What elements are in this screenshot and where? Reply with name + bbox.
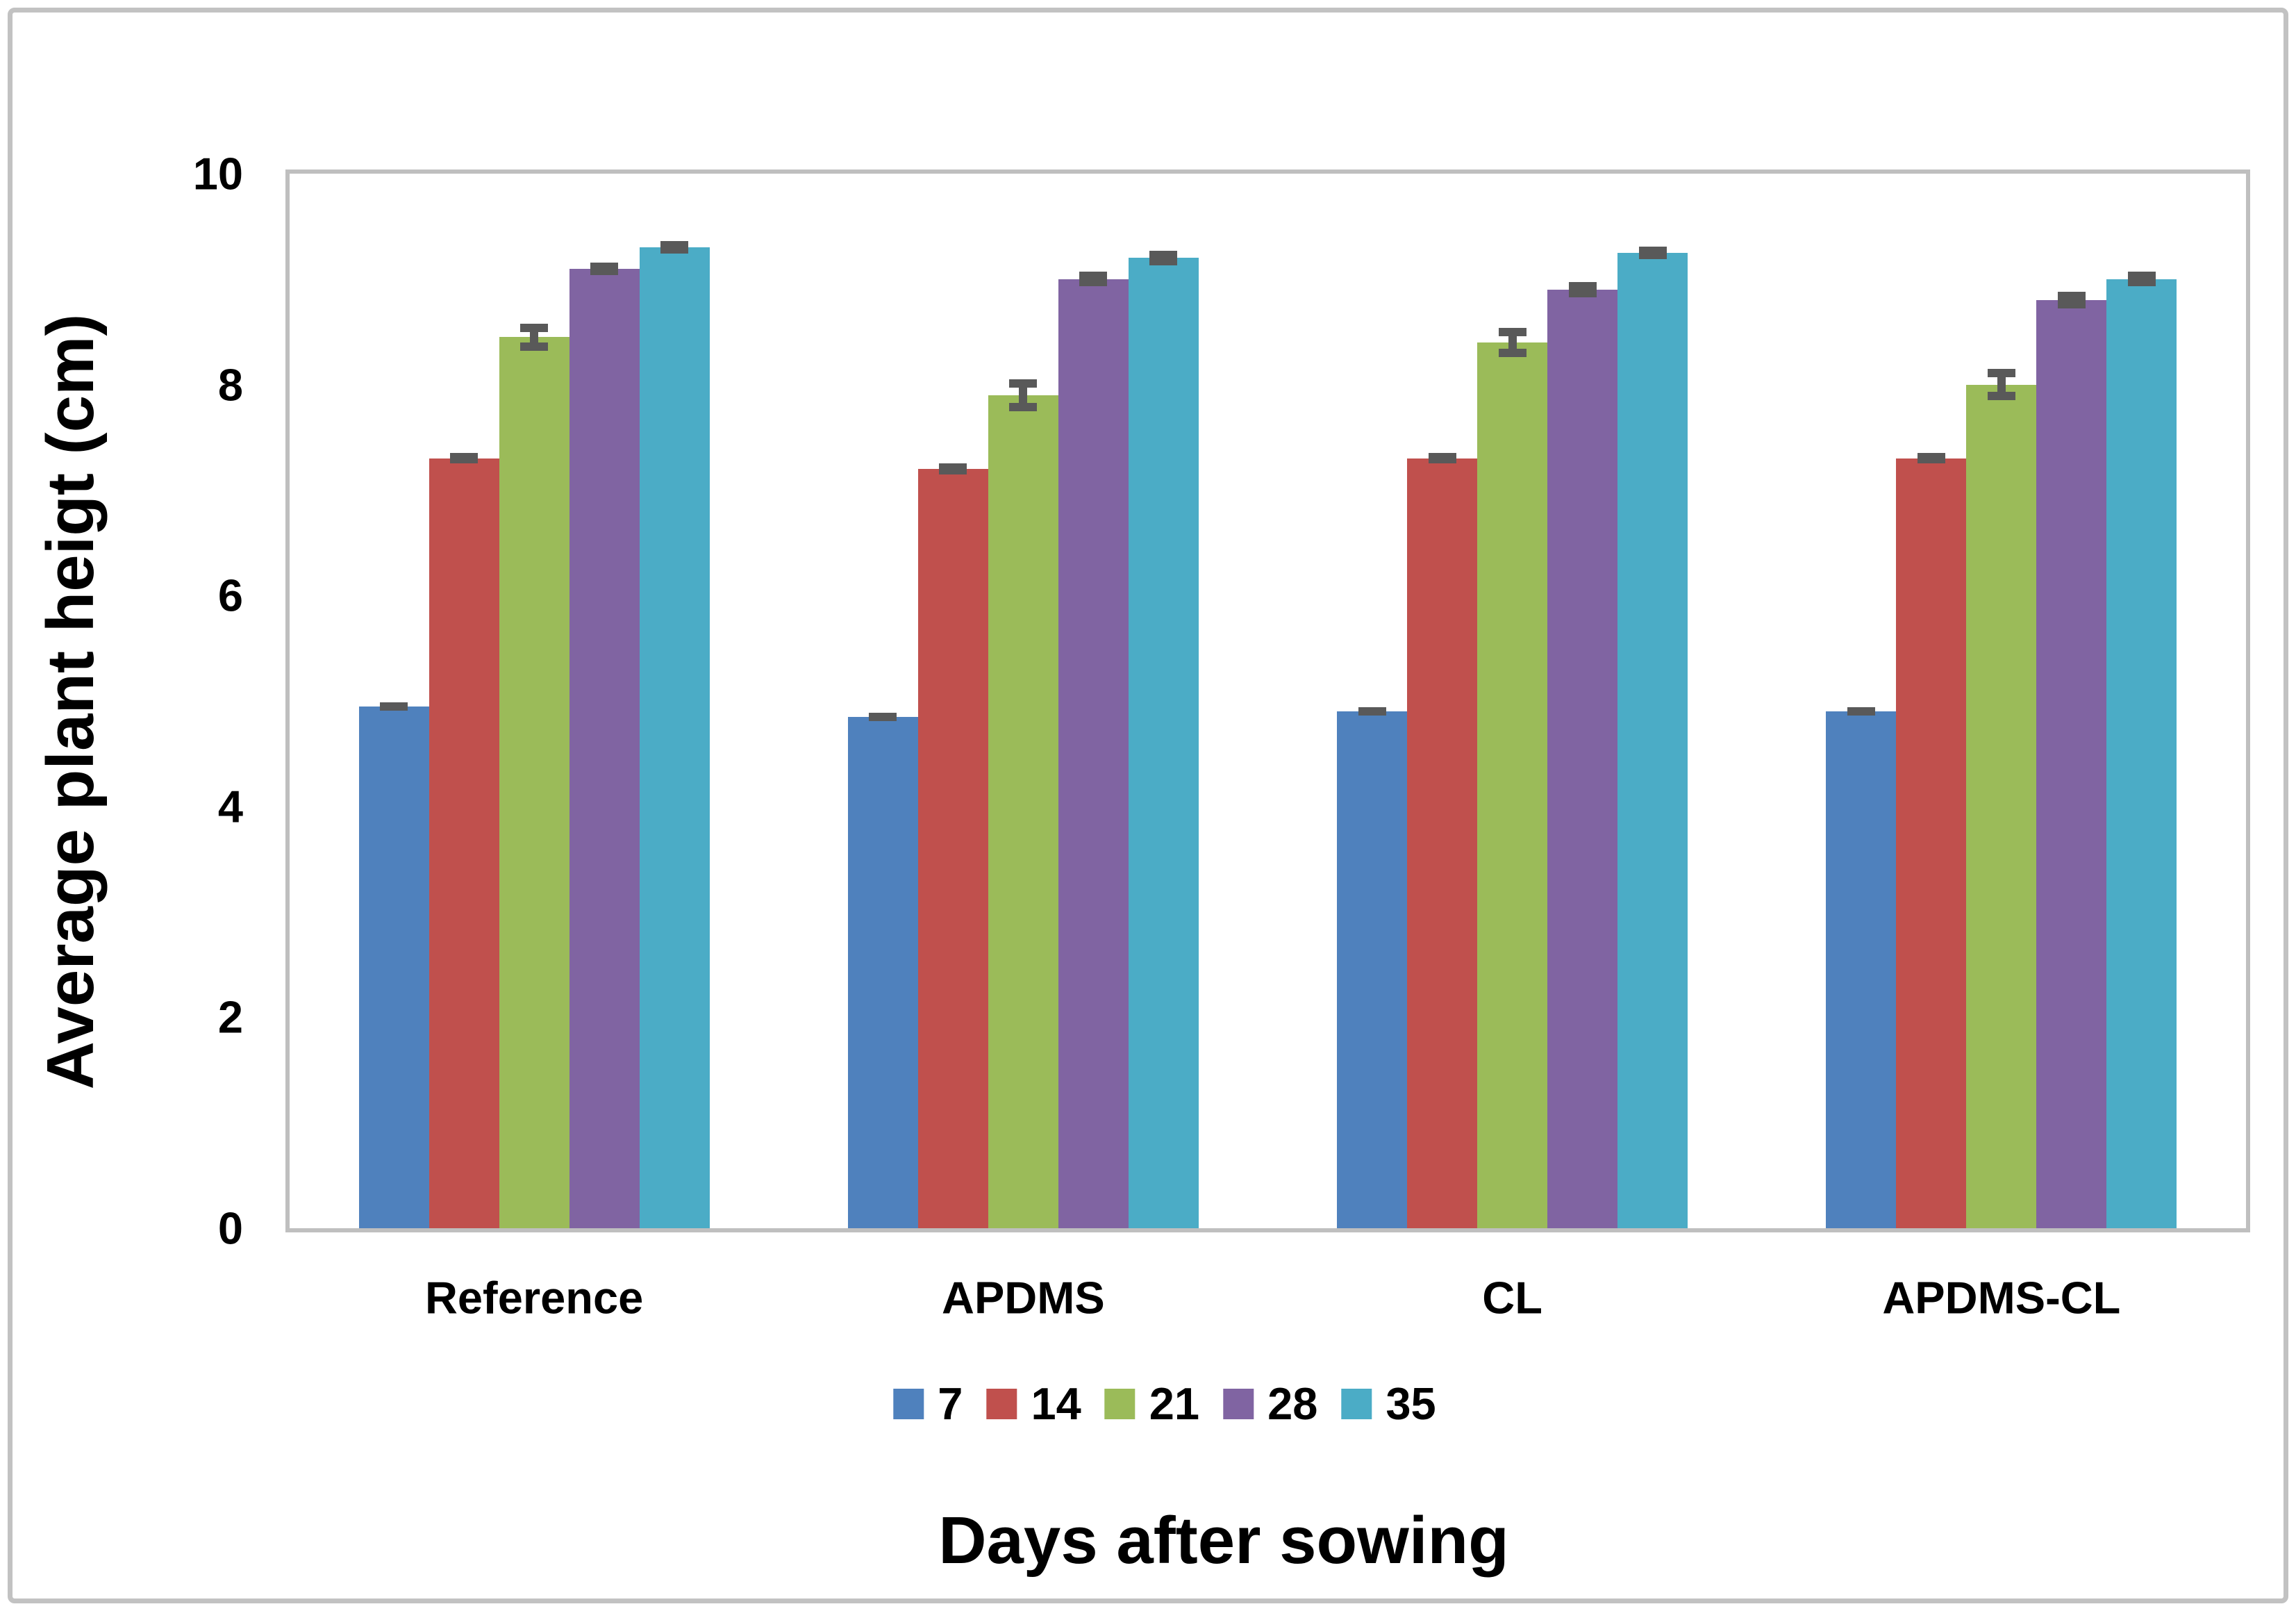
legend-item: 28 — [1223, 1381, 1317, 1426]
bar-35-Reference — [639, 247, 710, 1228]
bar-21-APDMS — [988, 395, 1058, 1228]
error-bar-cap — [380, 702, 408, 711]
bar-21-CL — [1477, 342, 1548, 1228]
bar-14-CL — [1407, 458, 1478, 1228]
error-bar-cap — [1917, 455, 1945, 464]
y-tick-label: 10 — [192, 148, 243, 199]
error-bar-cap — [1638, 250, 1667, 259]
error-bar-cap — [939, 465, 967, 474]
y-axis-title: Average plant heigt (cm) — [33, 313, 108, 1090]
legend-label: 7 — [938, 1378, 963, 1429]
error-bar-cap — [1568, 288, 1597, 297]
y-tick-label: 0 — [217, 1203, 243, 1254]
legend-label: 21 — [1149, 1378, 1200, 1429]
bar-7-Reference — [358, 706, 429, 1228]
bar-35-CL — [1617, 252, 1688, 1228]
category-label: Reference — [424, 1272, 644, 1323]
bar-7-CL — [1337, 711, 1408, 1228]
error-bar-cap — [590, 266, 619, 275]
y-tick-label: 6 — [217, 570, 243, 621]
legend-item: 35 — [1341, 1381, 1436, 1426]
error-bar-cap — [1987, 392, 2015, 401]
legend-swatch-14 — [986, 1388, 1017, 1419]
legend-swatch-21 — [1104, 1388, 1135, 1419]
legend-item: 14 — [986, 1381, 1081, 1426]
legend-label: 35 — [1386, 1378, 1436, 1429]
error-bar-cap — [1568, 282, 1597, 291]
legend: 7 14 21 28 35 — [893, 1381, 1436, 1426]
bar-21-Reference — [499, 337, 569, 1228]
x-axis-title: Days after sowing — [938, 1503, 1509, 1578]
error-bar-cap — [2127, 272, 2156, 281]
bar-7-APDMS — [847, 716, 918, 1228]
category-label: CL — [1482, 1272, 1542, 1323]
error-bar-cap — [1498, 349, 1526, 358]
error-bar-cap — [660, 245, 689, 254]
error-bar-cap — [520, 323, 549, 332]
error-bar-cap — [1079, 272, 1108, 281]
category-label: APDMS — [942, 1272, 1105, 1323]
error-bar-cap — [1079, 278, 1108, 287]
error-bar-cap — [1009, 379, 1038, 388]
category-label: APDMS-CL — [1882, 1272, 2121, 1323]
error-bar-cap — [1498, 327, 1526, 336]
error-bar-cap — [1847, 707, 1875, 716]
figure-border — [8, 8, 2288, 1603]
legend-swatch-35 — [1341, 1388, 1372, 1419]
legend-item: 7 — [893, 1381, 963, 1426]
legend-label: 14 — [1031, 1378, 1081, 1429]
bar-35-APDMS — [1128, 258, 1199, 1228]
y-tick-label: 8 — [217, 359, 243, 411]
legend-item: 21 — [1104, 1378, 1200, 1429]
error-bar-cap — [1149, 250, 1178, 259]
bar-7-APDMS-CL — [1826, 711, 1897, 1228]
y-tick-label: 2 — [217, 991, 243, 1043]
bar-28-APDMS — [1058, 279, 1129, 1228]
bar-14-APDMS — [917, 469, 988, 1228]
bar-14-APDMS-CL — [1896, 458, 1967, 1228]
error-bar-cap — [1358, 707, 1386, 716]
error-bar-cap — [1987, 368, 2015, 377]
error-bar-cap — [2057, 292, 2086, 301]
bar-28-APDMS-CL — [2036, 300, 2107, 1228]
legend-swatch-7 — [893, 1388, 924, 1419]
error-bar-cap — [869, 712, 897, 721]
bar-14-Reference — [429, 458, 499, 1228]
bar-21-APDMS-CL — [1966, 384, 2037, 1228]
error-bar-cap — [2057, 300, 2086, 309]
error-bar-cap — [2127, 278, 2156, 287]
error-bar-cap — [1428, 455, 1456, 464]
bar-28-CL — [1547, 289, 1618, 1228]
legend-label: 28 — [1267, 1378, 1318, 1429]
bar-28-Reference — [569, 268, 640, 1228]
error-bar-cap — [1009, 402, 1038, 411]
y-tick-label: 4 — [217, 781, 243, 832]
error-bar-cap — [450, 455, 479, 464]
bar-35-APDMS-CL — [2106, 279, 2177, 1228]
legend-swatch-28 — [1223, 1388, 1254, 1419]
error-bar-cap — [520, 342, 549, 352]
error-bar-cap — [1149, 257, 1178, 266]
